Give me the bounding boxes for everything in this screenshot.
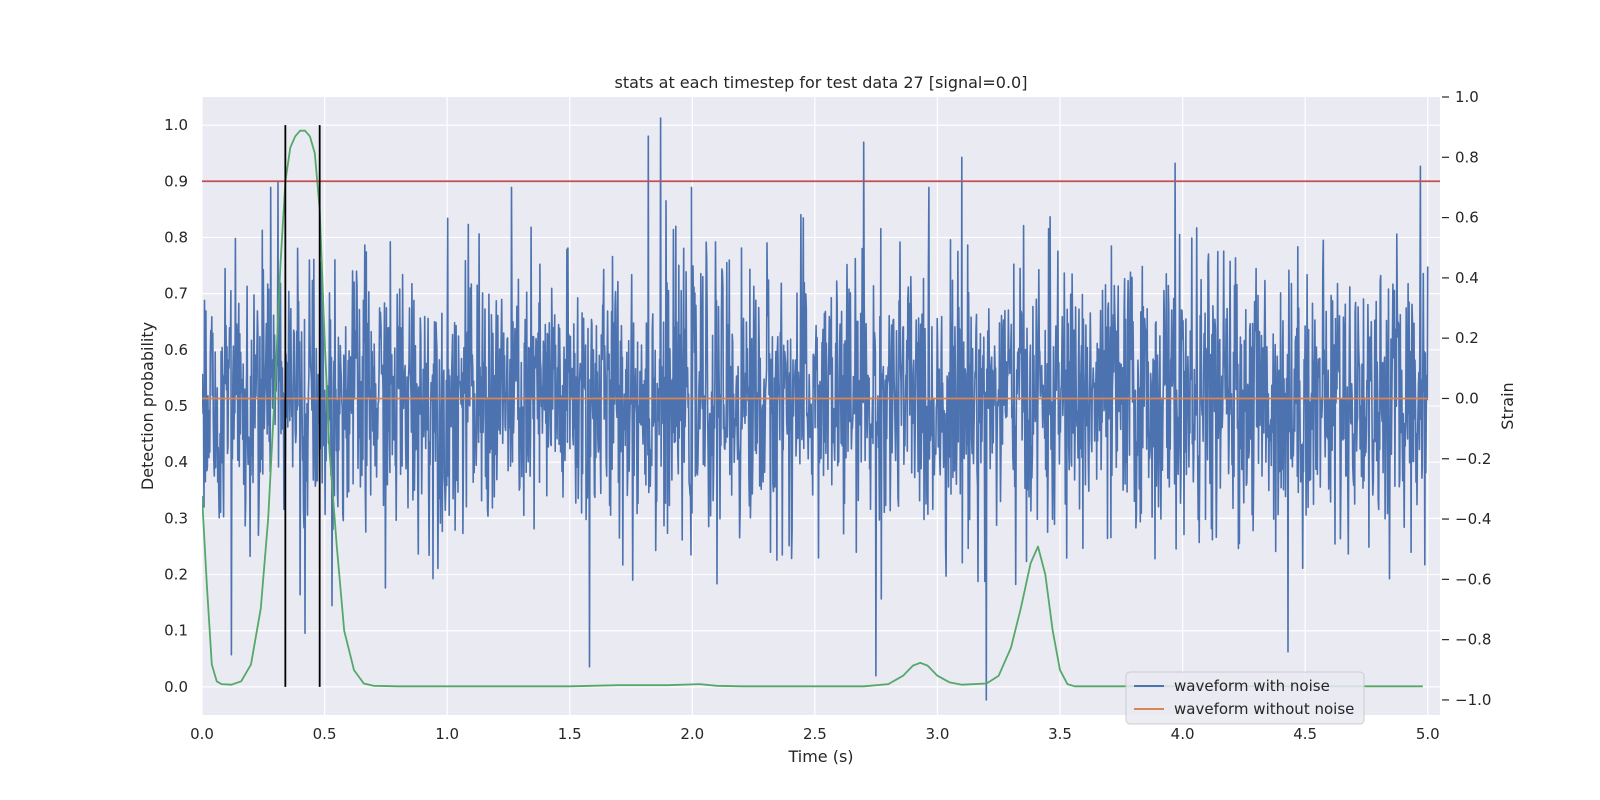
- y-left-tick-label: 0.2: [164, 566, 188, 584]
- y-right-tick-label: −0.2: [1455, 450, 1491, 468]
- series-line-2: [202, 129, 1423, 688]
- x-tick-label: 4.5: [1293, 725, 1317, 743]
- x-tick-label: 2.0: [680, 725, 704, 743]
- x-tick-label: 5.0: [1416, 725, 1440, 743]
- x-tick-label: 1.0: [435, 725, 459, 743]
- x-axis-ticks: 0.0 0.5 1.0 1.5 2.0 2.5 3.0 3.5 4.0 4.5 5.0: [190, 725, 1440, 743]
- y-axis-left-ticks: 0.0 0.1 0.2 0.3 0.4 0.5 0.6 0.7 0.8 0.9 1.0: [164, 116, 188, 696]
- chart-title: stats at each timestep for test data 27 …: [615, 73, 1028, 92]
- x-tick-label: 0.0: [190, 725, 214, 743]
- y-left-tick-label: 1.0: [164, 116, 188, 134]
- y-right-tick-label: 1.0: [1455, 88, 1479, 106]
- series-line-0: [202, 117, 1429, 701]
- x-tick-label: 0.5: [313, 725, 337, 743]
- legend-box: [1125, 671, 1365, 725]
- y-right-tick-label: −1.0: [1455, 691, 1491, 709]
- y-left-tick-label: 0.4: [164, 453, 188, 471]
- y-left-tick-label: 0.7: [164, 285, 188, 303]
- y-left-tick-label: 0.8: [164, 228, 188, 246]
- y-left-tick-label: 0.6: [164, 341, 188, 359]
- x-axis-label: Time (s): [787, 747, 853, 766]
- y-right-tick-label: 0.4: [1455, 269, 1479, 287]
- y-right-tick-label: −0.6: [1455, 570, 1491, 588]
- y-left-tick-label: 0.9: [164, 172, 188, 190]
- y-right-tick-label: 0.0: [1455, 389, 1479, 407]
- x-tick-label: 3.0: [926, 725, 950, 743]
- legend-label-clean: waveform without noise: [1174, 700, 1354, 718]
- y-right-tick-label: −0.8: [1455, 631, 1491, 649]
- legend-label-noise: waveform with noise: [1174, 677, 1330, 695]
- y-axis-right-label: Strain: [1498, 382, 1517, 429]
- y-left-tick-label: 0.5: [164, 397, 188, 415]
- y-right-tick-label: 0.6: [1455, 209, 1479, 227]
- y-left-tick-label: 0.0: [164, 678, 188, 696]
- y-left-tick-label: 0.3: [164, 509, 188, 527]
- y-left-tick-label: 0.1: [164, 622, 188, 640]
- y-axis-right-ticks: −1.0 −0.8 −0.6 −0.4 −0.2 0.0 0.2 0.4 0.6 0.8 1.0: [1442, 88, 1491, 709]
- x-tick-label: 2.5: [803, 725, 827, 743]
- legend: waveform with noise waveform without noi…: [1125, 671, 1365, 725]
- x-tick-label: 3.5: [1048, 725, 1072, 743]
- y-right-tick-label: 0.2: [1455, 329, 1479, 347]
- x-tick-label: 4.0: [1171, 725, 1195, 743]
- y-axis-left-label: Detection probability: [138, 322, 157, 490]
- y-right-tick-label: 0.8: [1455, 148, 1479, 166]
- y-right-tick-label: −0.4: [1455, 510, 1491, 528]
- series-layer: [202, 117, 1440, 701]
- x-tick-label: 1.5: [558, 725, 582, 743]
